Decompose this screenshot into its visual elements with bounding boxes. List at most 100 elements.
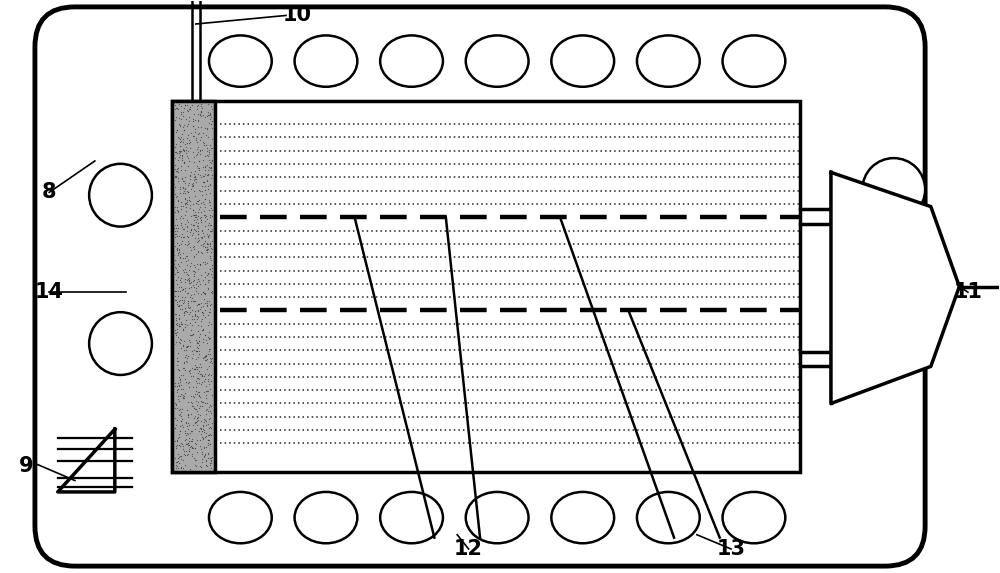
Point: [200, 185, 216, 194]
Point: [170, 223, 186, 233]
Point: [190, 274, 206, 283]
Point: [171, 397, 187, 406]
Point: [193, 424, 209, 433]
Point: [193, 101, 209, 111]
Point: [170, 174, 186, 183]
Point: [199, 297, 215, 306]
Point: [200, 448, 216, 457]
Point: [197, 279, 213, 288]
Point: [184, 305, 200, 314]
Point: [201, 276, 217, 285]
Point: [203, 221, 219, 230]
Point: [183, 277, 199, 286]
Point: [199, 270, 215, 279]
Point: [198, 390, 214, 399]
Point: [177, 185, 193, 194]
Point: [180, 410, 196, 419]
Point: [197, 433, 213, 442]
Point: [174, 237, 190, 246]
Point: [196, 443, 212, 452]
Point: [203, 456, 219, 465]
Point: [191, 340, 207, 349]
Point: [195, 287, 211, 296]
Point: [167, 413, 183, 422]
Point: [193, 444, 209, 453]
Ellipse shape: [466, 492, 529, 543]
Point: [176, 157, 192, 166]
Point: [204, 237, 220, 246]
Point: [186, 220, 202, 229]
Point: [179, 357, 195, 366]
FancyBboxPatch shape: [35, 7, 925, 566]
Point: [185, 392, 201, 401]
Point: [201, 414, 217, 423]
Point: [197, 217, 213, 226]
Point: [199, 176, 215, 185]
Point: [187, 128, 203, 137]
Point: [189, 347, 205, 356]
Point: [203, 458, 219, 468]
Point: [185, 372, 201, 381]
Point: [185, 121, 201, 131]
Point: [203, 203, 219, 213]
Point: [188, 174, 204, 183]
Point: [202, 241, 218, 250]
Point: [176, 225, 192, 234]
Point: [179, 353, 195, 362]
Point: [202, 253, 218, 262]
Point: [167, 295, 183, 304]
Text: 13: 13: [717, 539, 746, 559]
Point: [172, 121, 188, 131]
Point: [192, 329, 208, 338]
Point: [183, 185, 199, 194]
Point: [183, 128, 199, 138]
Point: [193, 216, 209, 225]
Point: [180, 449, 196, 458]
Point: [188, 440, 204, 449]
Point: [198, 442, 214, 452]
Point: [198, 355, 214, 364]
Point: [183, 211, 199, 221]
Point: [182, 203, 198, 213]
Point: [188, 133, 204, 142]
Point: [202, 414, 218, 423]
Point: [167, 173, 183, 182]
Point: [180, 397, 196, 406]
Point: [195, 308, 211, 317]
Point: [186, 272, 202, 281]
Point: [184, 426, 200, 435]
Point: [197, 169, 213, 178]
Point: [202, 333, 218, 343]
Point: [179, 216, 195, 225]
Text: 10: 10: [283, 6, 312, 25]
Point: [193, 417, 209, 426]
Point: [185, 114, 201, 123]
Point: [166, 224, 182, 233]
Point: [191, 391, 207, 401]
Point: [179, 320, 195, 329]
Point: [194, 450, 210, 459]
Point: [197, 213, 213, 222]
Point: [194, 433, 210, 442]
Point: [177, 173, 193, 182]
Point: [175, 370, 191, 379]
Point: [202, 238, 218, 248]
Point: [176, 176, 192, 186]
Point: [180, 240, 196, 249]
Point: [187, 171, 203, 180]
Point: [172, 426, 188, 435]
Point: [179, 307, 195, 316]
Point: [190, 321, 206, 330]
Point: [195, 163, 211, 172]
Point: [193, 423, 209, 433]
Point: [199, 386, 215, 395]
Point: [202, 305, 218, 314]
Point: [170, 385, 186, 394]
Point: [171, 322, 187, 331]
Point: [174, 154, 190, 163]
Point: [179, 122, 195, 131]
Point: [196, 138, 212, 147]
Point: [191, 300, 207, 309]
Point: [189, 238, 205, 247]
Point: [176, 297, 192, 307]
